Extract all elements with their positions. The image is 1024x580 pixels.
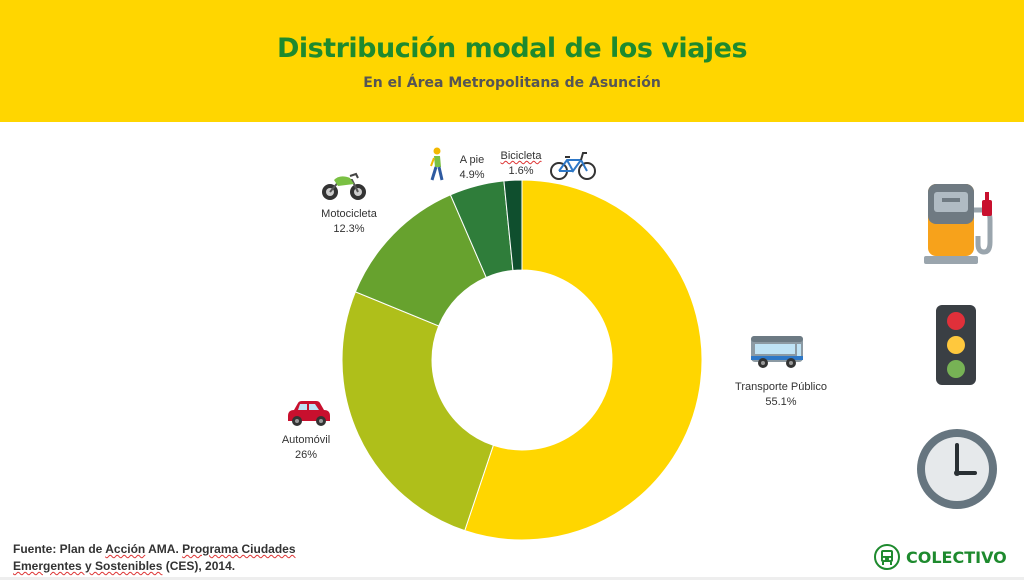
slice-value: 1.6% — [508, 165, 534, 177]
donut-slice-transporte-público — [464, 179, 703, 541]
label-automovil: Automóvil 26% — [256, 433, 356, 463]
brand-name: COLECTIVO — [906, 547, 1007, 567]
bus-icon — [751, 336, 803, 368]
label-motocicleta: Motocicleta 12.3% — [299, 207, 399, 237]
traffic-light-icon — [936, 305, 976, 385]
slice-name: Bicicleta — [500, 150, 542, 162]
page-title: Distribución modal de los viajes — [276, 33, 748, 64]
bottom-divider — [0, 577, 1024, 580]
car-icon — [288, 401, 330, 426]
slice-value: 55.1% — [765, 396, 797, 408]
header-banner: Distribución modal de los viajes En el Á… — [0, 0, 1024, 122]
slice-value: 4.9% — [459, 169, 485, 181]
fuel-pump-icon — [924, 184, 993, 264]
source-line2a: Emergentes y Sostenibles — [13, 559, 163, 573]
label-a-pie: A pie 4.9% — [447, 153, 497, 183]
source-prefix: Fuente: Plan de — [13, 542, 106, 556]
source-line2b: (CES), 2014. — [162, 559, 236, 573]
slice-value: 12.3% — [333, 223, 365, 235]
source-citation: Fuente: Plan de Acción AMA. Programa Ciu… — [13, 541, 296, 575]
slice-name: A pie — [459, 154, 485, 166]
donut-slice-bicicleta — [503, 179, 523, 272]
slice-value: 26% — [294, 449, 318, 461]
label-transporte-publico: Transporte Público 55.1% — [716, 380, 846, 410]
brand-logo: COLECTIVO — [874, 544, 1007, 570]
source-programa: Programa Ciudades — [182, 542, 296, 556]
source-accion: Acción — [105, 542, 146, 556]
walking-person-icon — [430, 147, 444, 181]
slice-name: Automóvil — [281, 434, 331, 446]
page-subtitle: En el Área Metropolitana de Asunción — [363, 75, 661, 91]
donut-slice-automóvil — [341, 291, 494, 532]
bicycle-icon — [550, 152, 596, 180]
motorcycle-icon — [322, 172, 366, 200]
slice-name: Transporte Público — [735, 381, 827, 393]
bus-logo-icon — [874, 544, 900, 570]
source-mid: AMA. — [145, 542, 183, 556]
slice-name: Motocicleta — [321, 208, 377, 220]
clock-icon — [917, 429, 997, 509]
label-bicicleta: Bicicleta 1.6% — [496, 149, 546, 179]
